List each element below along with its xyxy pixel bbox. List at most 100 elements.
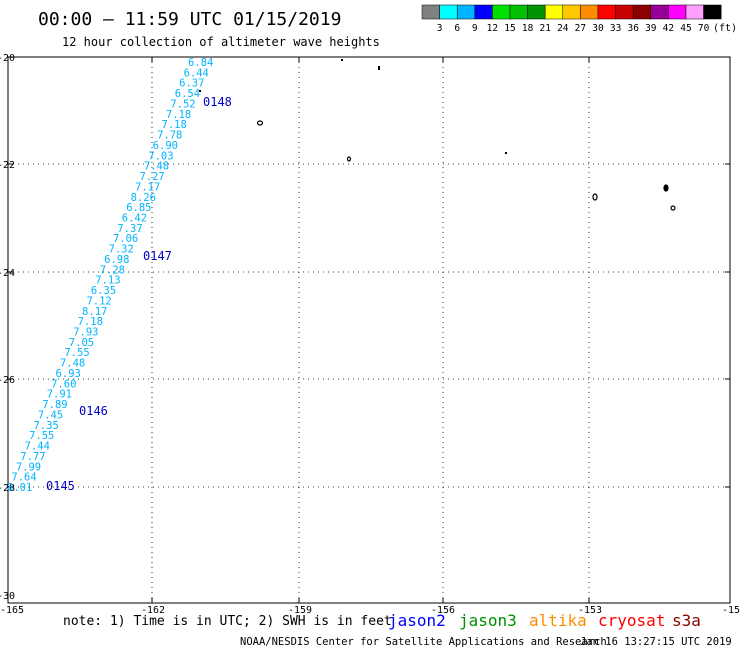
wave-height-value: 7.52	[170, 98, 195, 110]
island-marker	[199, 90, 201, 92]
color-legend-label: 45	[680, 23, 691, 34]
color-legend-swatch	[544, 4, 564, 20]
lat-label-30: -30	[0, 591, 15, 602]
wave-height-value: 6.42	[122, 212, 147, 224]
wave-height-value: 7.78	[157, 130, 182, 142]
lon-label-150: -15	[722, 605, 740, 616]
legend-altika: altika	[529, 611, 587, 630]
color-legend-label: 3	[437, 23, 443, 34]
color-legend-swatch	[562, 4, 581, 20]
color-legend-label: 33	[610, 23, 621, 34]
wave-height-value: 6.90	[153, 140, 178, 152]
color-legend-label: 39	[645, 23, 657, 34]
color-legend-unit: (ft)	[713, 23, 737, 34]
wave-height-value: 6.98	[104, 254, 129, 266]
wave-height-value: 6.44	[184, 67, 209, 79]
wave-height-value: 7.28	[100, 264, 125, 276]
wave-height-value: 7.35	[33, 420, 58, 432]
time-label-0147: 0147	[143, 249, 172, 263]
wave-height-value: 6.93	[56, 368, 81, 380]
color-legend-swatch	[632, 4, 652, 20]
footer-timestamp: Jan 16 13:27:15 UTC 2019	[580, 636, 732, 648]
wave-height-value: 7.60	[51, 378, 76, 390]
color-legend: 3 6 9 12 15 18 21 24 27 30 33 36 39 42 45 70	[421, 4, 722, 34]
wave-height-value: 7.17	[135, 181, 160, 193]
graticule-grid	[7, 56, 731, 604]
wave-height-value: 7.89	[42, 399, 67, 411]
lon-label-159: -159	[288, 605, 312, 616]
wave-height-value: 8.26	[131, 192, 156, 204]
plot-frame	[7, 56, 731, 604]
footer-credit: NOAA/NESDIS Center for Satellite Applica…	[240, 636, 607, 648]
color-legend-label: 6	[454, 23, 460, 34]
color-legend-label: 9	[472, 23, 478, 34]
color-legend-swatch	[456, 4, 476, 20]
color-legend-swatch	[421, 4, 440, 20]
wave-height-value: 7.45	[38, 409, 63, 421]
wave-height-value: 8.17	[82, 306, 107, 318]
lat-label-24: -24	[0, 268, 15, 279]
time-label-0148: 0148	[203, 95, 232, 109]
island-marker	[256, 120, 264, 126]
lon-label-156: -156	[431, 605, 455, 616]
color-legend-swatch	[703, 4, 722, 20]
wave-height-value: 7.37	[117, 223, 142, 235]
wave-height-value: 6.84	[188, 57, 213, 69]
wave-height-value: 7.18	[162, 119, 187, 131]
island-marker	[378, 66, 380, 70]
color-legend-label: 27	[575, 23, 586, 34]
island-marker	[592, 193, 598, 201]
color-legend-label: 21	[539, 23, 551, 34]
color-legend-swatch	[580, 4, 599, 20]
wave-height-value: 7.32	[109, 244, 134, 256]
lat-label-26: -26	[0, 375, 15, 386]
wave-height-value: 7.99	[16, 461, 41, 473]
color-legend-swatch	[650, 4, 669, 20]
wave-height-value: 7.03	[148, 150, 173, 162]
color-legend-swatch	[492, 4, 511, 20]
color-legend-swatch	[597, 4, 616, 20]
color-legend-label: 15	[504, 23, 515, 34]
wave-height-value: 7.93	[73, 327, 98, 339]
wave-height-value: 7.48	[144, 161, 169, 173]
color-legend-label: 18	[522, 23, 534, 34]
island-marker	[670, 205, 676, 211]
color-legend-label: 30	[592, 23, 604, 34]
lat-label-22: -22	[0, 160, 15, 171]
color-legend-swatch	[509, 4, 528, 20]
map-subtitle: 12 hour collection of altimeter wave hei…	[62, 35, 380, 49]
time-label-0146: 0146	[79, 404, 108, 418]
color-legend-swatch	[527, 4, 546, 20]
wave-height-value: 7.44	[25, 441, 50, 453]
color-legend-label: 36	[627, 23, 639, 34]
color-legend-label: 12	[487, 23, 498, 34]
color-legend-swatch	[439, 4, 458, 20]
wave-height-value: 6.35	[91, 285, 116, 297]
legend-cryosat: cryosat	[598, 611, 665, 630]
wave-height-value: 7.18	[78, 316, 103, 328]
color-legend-label: 42	[663, 23, 674, 34]
legend-s3a: s3a	[672, 611, 701, 630]
lon-label-165: -165	[0, 605, 24, 616]
wave-height-value: 7.55	[29, 430, 54, 442]
island-marker	[341, 59, 343, 61]
island-marker	[346, 156, 352, 162]
wave-height-value: 7.05	[69, 337, 94, 349]
wave-height-value: 6.54	[175, 88, 200, 100]
satellite-track-labels: 6.846.446.376.547.527.187.187.786.907.03…	[7, 57, 213, 494]
color-legend-swatch	[474, 4, 493, 20]
wave-height-value: 8.01	[7, 482, 32, 494]
island-outlines	[199, 59, 676, 211]
time-label-0145: 0145	[46, 479, 75, 493]
wave-height-value: 6.85	[126, 202, 151, 214]
footer-note: note: 1) Time is in UTC; 2) SWH is in fe…	[63, 614, 392, 629]
wave-height-value: 7.18	[166, 109, 191, 121]
color-legend-label: 24	[557, 23, 569, 34]
wave-height-value: 7.12	[86, 295, 111, 307]
map-title: 00:00 — 11:59 UTC 01/15/2019	[38, 9, 341, 30]
legend-jason2: jason2	[388, 611, 446, 630]
color-legend-label: 70	[698, 23, 710, 34]
color-legend-swatch	[685, 4, 704, 20]
color-legend-swatch	[668, 4, 687, 20]
